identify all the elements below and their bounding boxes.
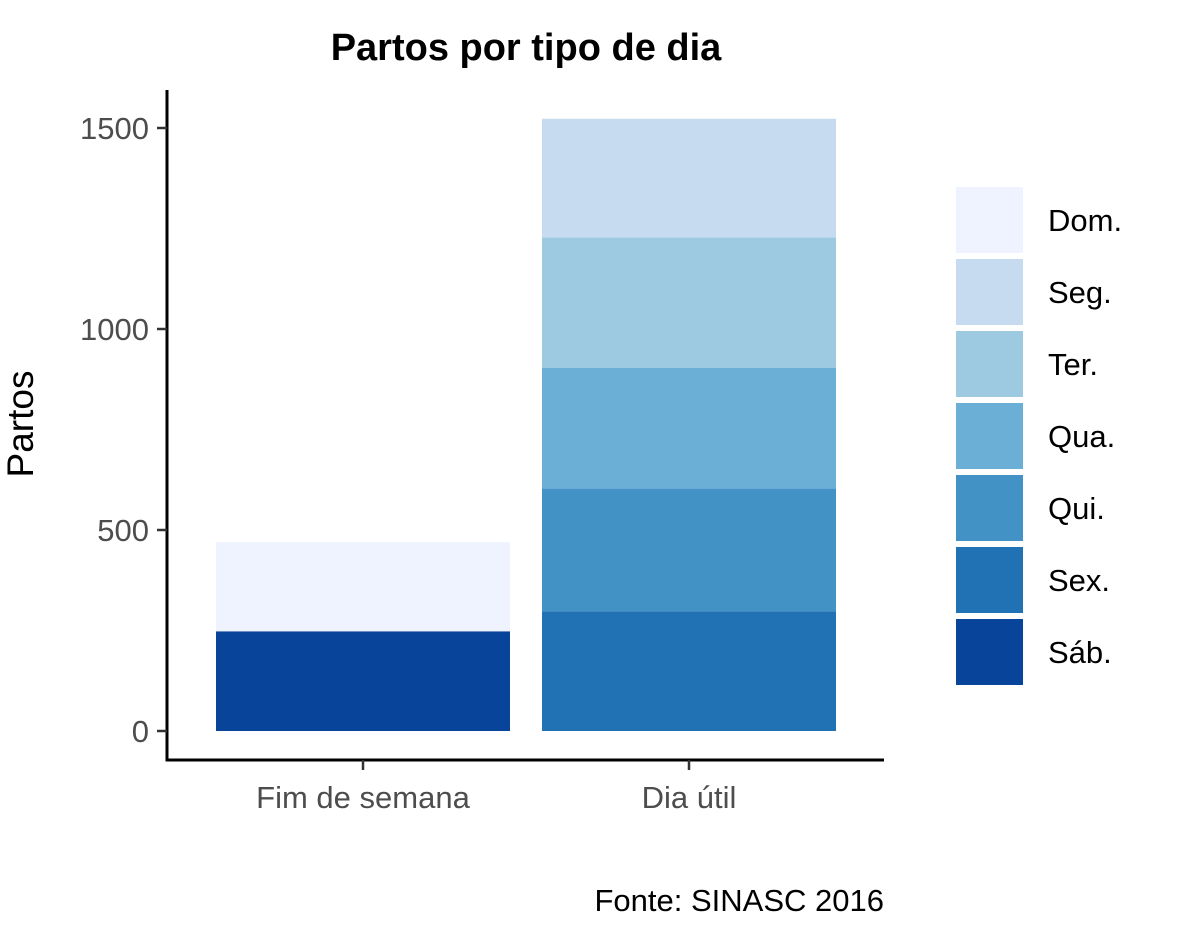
y-tick-label: 0 [132, 714, 149, 749]
legend-key [956, 259, 1023, 325]
y-axis-label: Partos [0, 371, 41, 478]
x-tick-label: Fim de semana [256, 780, 470, 815]
legend-label: Qui. [1048, 491, 1105, 526]
y-tick-label: 500 [97, 513, 149, 548]
legend-key [956, 403, 1023, 469]
legend-label: Seg. [1048, 275, 1112, 310]
bar-segment [542, 367, 836, 489]
bar-segment [542, 118, 836, 238]
legend-key [956, 187, 1023, 253]
bars-layer [216, 118, 836, 731]
legend-key [956, 547, 1023, 613]
bar-segment [542, 611, 836, 731]
legend-key [956, 331, 1023, 397]
chart-caption: Fonte: SINASC 2016 [595, 883, 885, 918]
legend-label: Qua. [1048, 419, 1115, 454]
y-tick-label: 1000 [80, 312, 149, 347]
bar-segment [542, 488, 836, 612]
bar-segment [216, 542, 510, 632]
legend-label: Dom. [1048, 203, 1122, 238]
legend-label: Ter. [1048, 347, 1098, 382]
legend-label: Sáb. [1048, 635, 1112, 670]
y-tick-label: 1500 [80, 111, 149, 146]
legend-key [956, 475, 1023, 541]
bar-segment [216, 631, 510, 731]
chart-title: Partos por tipo de dia [331, 27, 722, 69]
x-tick-label: Dia útil [642, 780, 737, 815]
bar-segment [542, 237, 836, 368]
axes-layer: 0 500 1000 1500 Fim de semana Dia útil [80, 90, 884, 815]
legend-label: Sex. [1048, 563, 1110, 598]
legend-key [956, 619, 1023, 685]
legend: Dom. Seg. Ter. Qua. Qui. Sex. Sáb. [956, 187, 1122, 685]
